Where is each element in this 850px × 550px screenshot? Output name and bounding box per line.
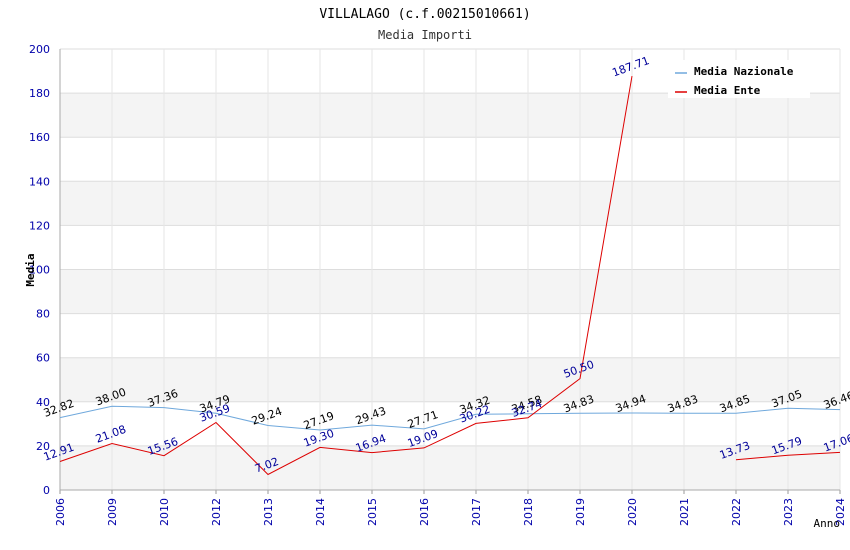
chart-subtitle: Media Importi xyxy=(378,28,472,42)
y-tick-labels: 0 20 40 60 80 100 120 140 160 180 200 xyxy=(29,43,50,497)
legend: Media Nazionale Media Ente xyxy=(668,60,810,98)
plot-background xyxy=(60,93,840,490)
grid-band xyxy=(60,269,840,314)
y-tick-label: 140 xyxy=(29,175,50,188)
x-tick-labels: 2006 2009 2010 2012 2013 2014 2015 2016 2017 2018… xyxy=(54,498,847,526)
series-lines xyxy=(59,76,841,476)
y-tick-label: 160 xyxy=(29,131,50,144)
legend-box xyxy=(668,60,810,98)
chart-title: VILLALAGO (c.f.00215010661) xyxy=(319,7,530,22)
x-tick-label: 2016 xyxy=(418,498,431,526)
x-tick-label: 2006 xyxy=(54,498,67,526)
y-axis-label: Media xyxy=(24,253,37,286)
x-tick-label: 2020 xyxy=(626,498,639,526)
x-tick-label: 2015 xyxy=(366,498,379,526)
data-label-media-ente: 187.71 xyxy=(610,54,651,79)
x-tick-label: 2019 xyxy=(574,498,587,526)
y-tick-label: 60 xyxy=(36,352,50,365)
legend-label-media-ente: Media Ente xyxy=(694,84,761,97)
x-tick-label: 2024 xyxy=(834,498,847,526)
y-tick-label: 120 xyxy=(29,219,50,232)
x-tick-label: 2022 xyxy=(730,498,743,526)
x-tick-label: 2009 xyxy=(106,498,119,526)
data-label-media-ente: 21.08 xyxy=(94,423,128,446)
data-label-media-nazionale: 29.24 xyxy=(250,405,284,428)
axes xyxy=(59,49,841,494)
x-tick-label: 2017 xyxy=(470,498,483,526)
x-tick-label: 2012 xyxy=(210,498,223,526)
grid-band xyxy=(60,93,840,138)
grid-band xyxy=(60,445,840,490)
grid-band xyxy=(60,181,840,226)
y-tick-label: 180 xyxy=(29,87,50,100)
y-tick-label: 80 xyxy=(36,308,50,321)
data-label-media-nazionale: 29.43 xyxy=(354,404,388,427)
series-line-media-ente xyxy=(59,76,633,476)
legend-label-media-nazionale: Media Nazionale xyxy=(694,65,794,78)
x-axis-label: Anno xyxy=(814,517,841,530)
series-line-media-nazionale xyxy=(59,405,841,431)
y-tick-label: 200 xyxy=(29,43,50,56)
x-tick-label: 2018 xyxy=(522,498,535,526)
x-tick-label: 2023 xyxy=(782,498,795,526)
x-tick-label: 2010 xyxy=(158,498,171,526)
y-tick-label: 40 xyxy=(36,396,50,409)
x-tick-label: 2021 xyxy=(678,498,691,526)
series-line-media-ente xyxy=(735,451,841,461)
y-tick-label: 0 xyxy=(43,484,50,497)
x-tick-label: 2013 xyxy=(262,498,275,526)
y-tick-label: 100 xyxy=(29,264,50,277)
y-tick-label: 20 xyxy=(36,440,50,453)
grid-band xyxy=(60,357,840,402)
x-tick-label: 2014 xyxy=(314,498,327,526)
